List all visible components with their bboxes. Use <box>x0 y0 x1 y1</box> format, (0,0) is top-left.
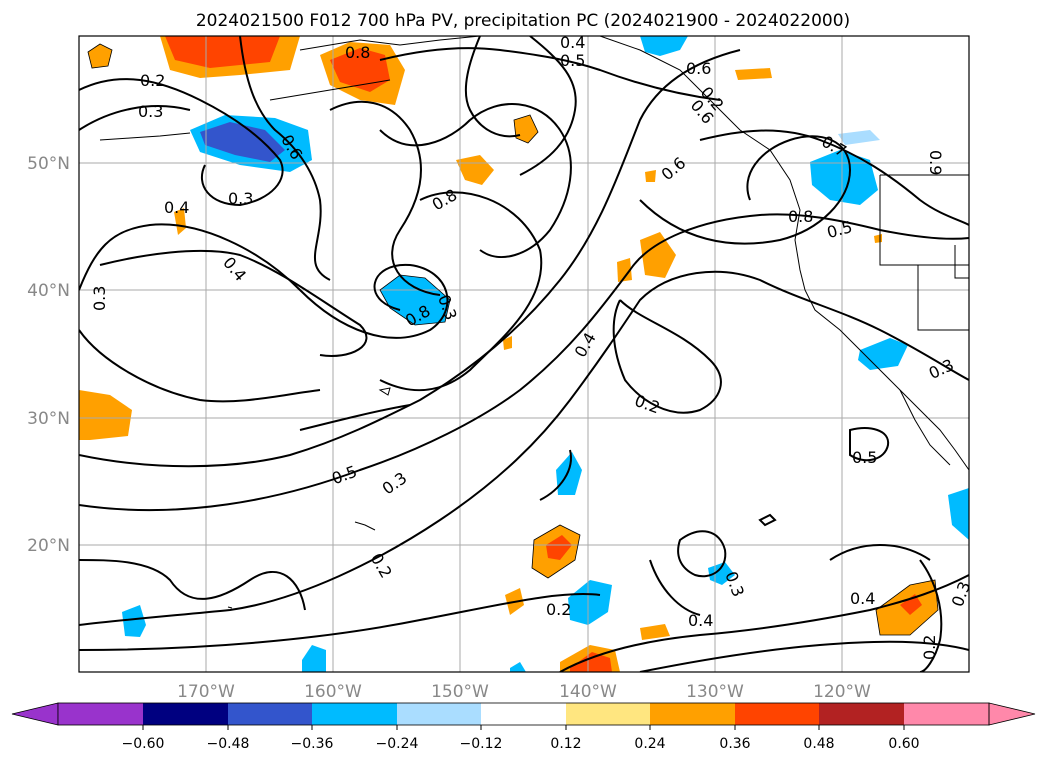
precip-positive-core <box>165 36 280 68</box>
longitude-labels: 170°W 160°W 150°W 140°W 130°W 120°W <box>177 682 871 702</box>
colorbar-extend-min <box>11 702 59 726</box>
contour-label: 0.3 <box>90 286 109 311</box>
precip-negative-core <box>200 122 285 162</box>
lon-label: 170°W <box>177 682 235 702</box>
precip-positive-area <box>640 624 670 640</box>
colorbar-segment <box>819 703 904 725</box>
lat-label: 20°N <box>27 536 70 556</box>
precip-negative-area <box>122 605 146 637</box>
latitude-labels: 50°N 40°N 30°N 20°N <box>27 154 70 556</box>
colorbar-segment <box>58 703 143 725</box>
colorbar-segment <box>481 703 566 725</box>
precip-negative-area <box>948 488 969 540</box>
precip-negative-area <box>556 452 582 495</box>
contour-label: 0.5 <box>560 51 585 70</box>
precip-positive-area <box>79 390 132 440</box>
contour-label: 0.3 <box>138 102 163 121</box>
pv-contours <box>79 36 969 672</box>
contour-label: 0.8 <box>788 207 813 226</box>
precip-positive-area <box>640 232 676 278</box>
precip-outlines <box>87 43 939 636</box>
colorbar-tick-label: 0.24 <box>634 736 665 752</box>
contour-label: 0.2 <box>140 71 165 90</box>
colorbar-segment <box>735 703 819 725</box>
precip-negative-area <box>810 150 878 205</box>
colorbar-tick-label: −0.60 <box>122 736 165 752</box>
colorbar: −0.60 −0.48 −0.36 −0.24 −0.12 0.12 0.24 … <box>11 702 1036 752</box>
lon-label: 120°W <box>813 682 871 702</box>
contour-label: 0.2 <box>546 600 571 619</box>
precip-negative-area <box>302 645 326 672</box>
lat-label: 40°N <box>27 281 70 301</box>
lat-label: 30°N <box>27 409 70 429</box>
map-frame <box>78 35 970 673</box>
precip-positive-area <box>617 258 632 282</box>
precip-negative-area <box>858 338 908 370</box>
colorbar-tick-label: −0.36 <box>291 736 334 752</box>
lon-label: 130°W <box>686 682 744 702</box>
lon-label: 140°W <box>559 682 617 702</box>
colorbar-tick-label: 0.60 <box>888 736 919 752</box>
lon-label: 150°W <box>431 682 489 702</box>
contour-label: 0.2 <box>920 635 939 660</box>
precip-positive-area <box>735 68 772 80</box>
graticule <box>79 36 969 672</box>
colorbar-segment <box>904 703 989 725</box>
colorbar-extend-max <box>988 702 1036 726</box>
contour-label: 0.4 <box>688 611 713 630</box>
colorbar-tick-label: −0.12 <box>460 736 503 752</box>
precip-positive-area <box>88 44 112 68</box>
precip-positive-area <box>503 336 512 350</box>
precip-negative-area <box>510 662 526 672</box>
contour-label: 0.6 <box>686 59 711 78</box>
precip-negative-area <box>640 36 688 56</box>
lon-label: 160°W <box>304 682 362 702</box>
precip-positive-core <box>900 594 922 615</box>
contour-label: 0.5 <box>852 448 877 467</box>
precip-positive-core <box>546 535 572 560</box>
contour-label: 0.3 <box>228 189 253 208</box>
precip-positive-area <box>645 170 656 182</box>
colorbar-segment <box>397 703 481 725</box>
colorbar-tick-label: −0.48 <box>207 736 250 752</box>
colorbar-frame <box>57 702 990 726</box>
contour-label: 0.4 <box>164 198 189 217</box>
colorbar-tick-label: 0.36 <box>719 736 750 752</box>
colorbar-ticks <box>142 725 905 730</box>
precip-positive-core <box>570 652 612 672</box>
precip-negative-area <box>838 130 880 145</box>
colorbar-segment <box>566 703 650 725</box>
colorbar-tick-label: −0.24 <box>376 736 419 752</box>
map-title: 2024021500 F012 700 hPa PV, precipitatio… <box>196 11 850 31</box>
colorbar-segment <box>312 703 397 725</box>
precip-positive-core <box>330 48 390 92</box>
contour-label: 0.4 <box>560 33 585 52</box>
colorbar-tick-label: 0.48 <box>803 736 834 752</box>
contour-label: 0.8 <box>345 43 370 62</box>
contour-label: 0.9 <box>926 150 945 175</box>
precip-positive-area <box>174 208 186 235</box>
coastlines <box>99 36 969 609</box>
precip-negative-area <box>380 275 450 325</box>
colorbar-tick-label: 0.12 <box>550 736 581 752</box>
colorbar-segment <box>143 703 228 725</box>
colorbar-segment <box>650 703 735 725</box>
colorbar-segment <box>228 703 312 725</box>
contour-label: 0.4 <box>850 589 875 608</box>
precip-negative-area <box>568 580 612 625</box>
lat-label: 50°N <box>27 154 70 174</box>
